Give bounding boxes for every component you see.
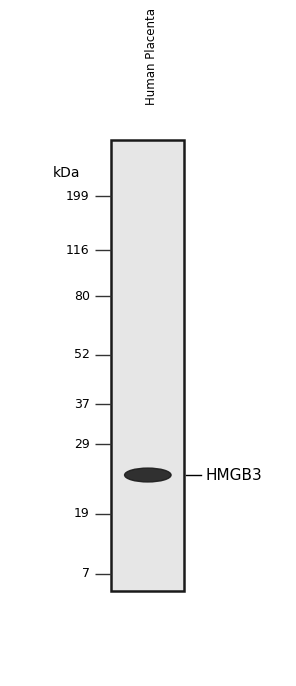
Text: 19: 19 — [74, 507, 90, 520]
Text: 7: 7 — [82, 567, 90, 580]
Text: 116: 116 — [66, 244, 90, 257]
Text: HMGB3: HMGB3 — [206, 468, 263, 482]
Text: kDa: kDa — [53, 166, 80, 180]
Text: 80: 80 — [74, 290, 90, 303]
Text: 37: 37 — [74, 398, 90, 411]
Bar — [111, 140, 184, 591]
Ellipse shape — [125, 468, 171, 482]
Text: 199: 199 — [66, 190, 90, 203]
Text: 29: 29 — [74, 438, 90, 451]
Text: Human Placenta: Human Placenta — [145, 8, 158, 106]
Text: 52: 52 — [74, 348, 90, 362]
